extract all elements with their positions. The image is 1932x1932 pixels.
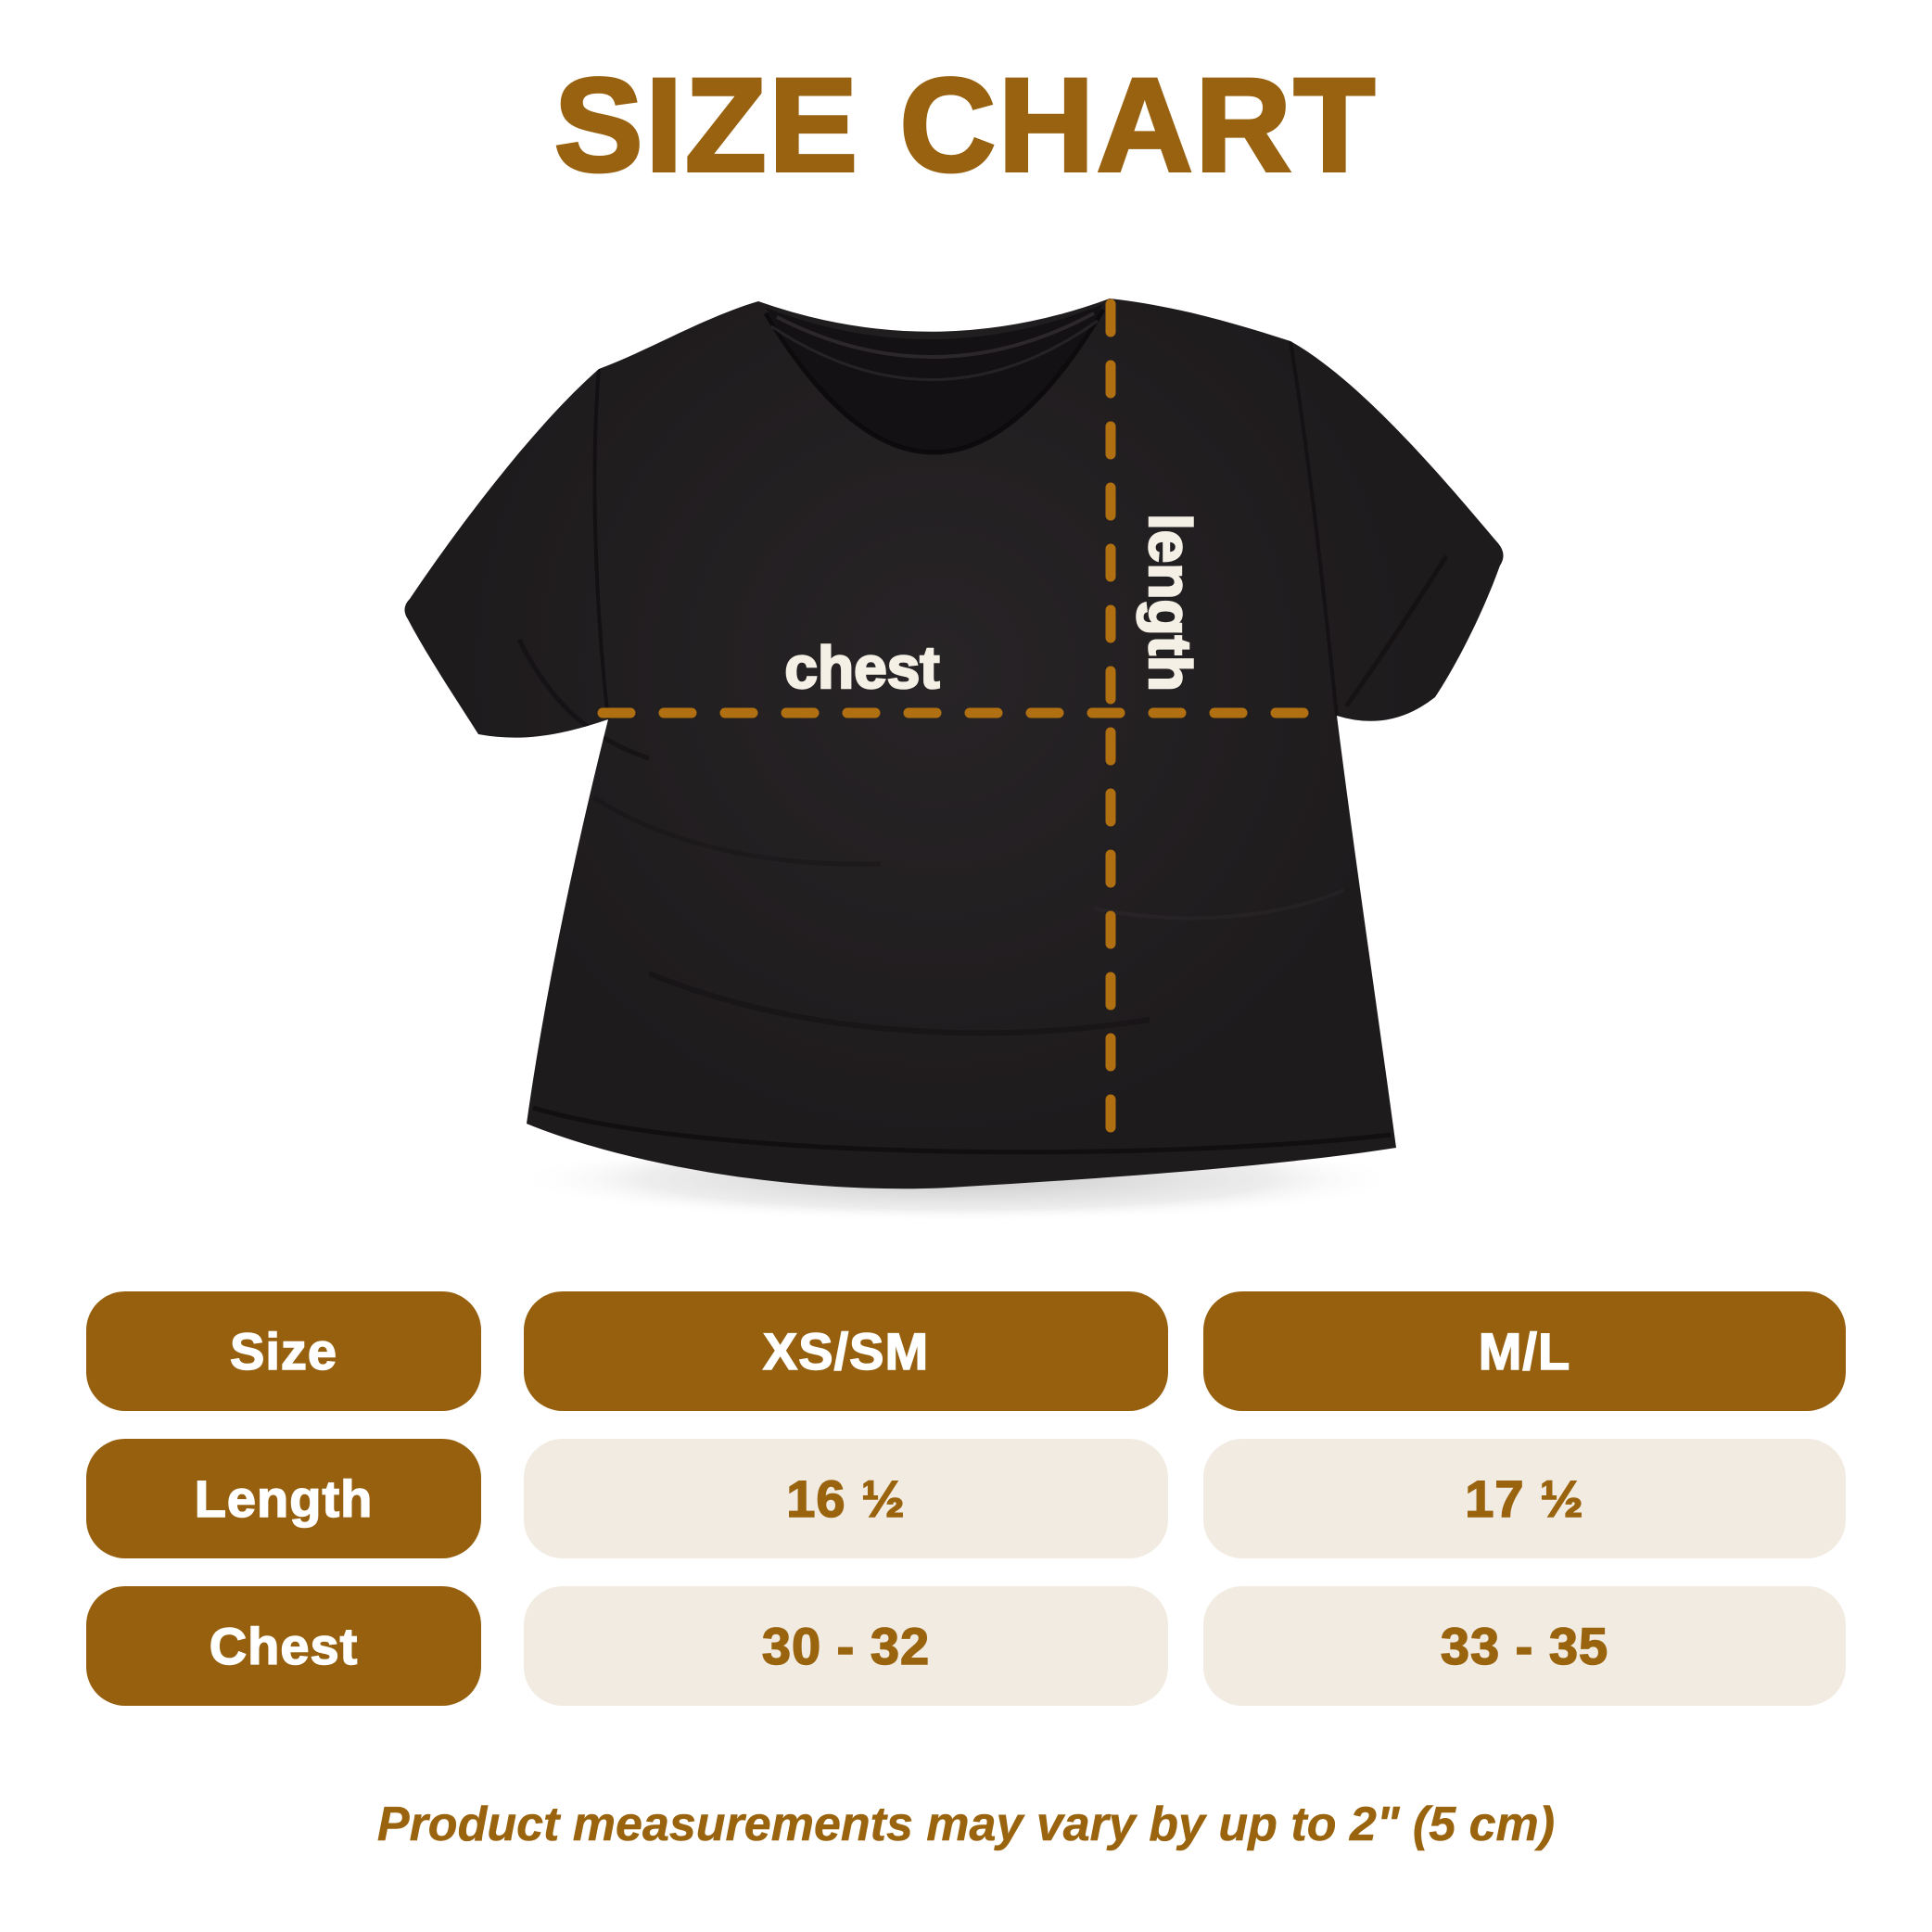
row-label-chest: Chest [86,1586,481,1706]
cell-chest-xs-sm: 30 - 32 [524,1586,1168,1706]
page-title: SIZE CHART [553,50,1378,201]
footer-note: Product measurements may vary by up to 2… [376,1798,1556,1852]
table-header-m-l: M/L [1203,1291,1846,1411]
chest-label: chest [784,634,939,701]
cell-chest-m-l: 33 - 35 [1203,1586,1846,1706]
table-header-xs-sm: XS/SM [524,1291,1168,1411]
table-header-size: Size [86,1291,481,1411]
cell-length-xs-sm: 16 ½ [524,1439,1168,1558]
shirt-body [404,299,1504,1189]
row-label-length: Length [86,1439,481,1558]
length-label: length [1137,514,1203,692]
cell-length-m-l: 17 ½ [1203,1439,1846,1558]
